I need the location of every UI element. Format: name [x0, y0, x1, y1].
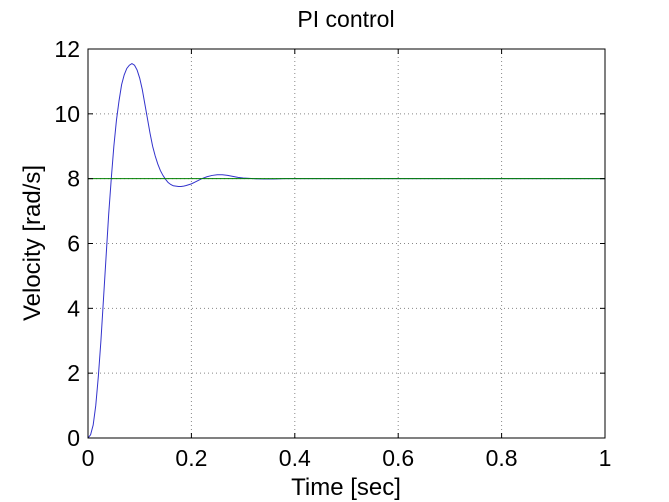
y-axis-label: Velocity [rad/s]	[19, 165, 46, 321]
y-tick-label: 10	[54, 101, 80, 127]
y-tick-label: 8	[67, 166, 80, 192]
y-tick-label: 0	[67, 425, 80, 451]
x-tick-label: 0.2	[175, 445, 207, 471]
grid	[88, 49, 605, 438]
chart-title: PI control	[297, 6, 394, 32]
series-layer	[87, 62, 605, 439]
x-tick-label: 0.4	[279, 445, 311, 471]
y-tick-label: 12	[54, 36, 80, 62]
x-tick-label: 0.8	[486, 445, 518, 471]
y-tick-label: 2	[67, 360, 80, 386]
y-tick-label: 6	[67, 231, 80, 257]
x-tick-label: 1	[599, 445, 612, 471]
plot-area	[88, 49, 605, 438]
x-axis-label: Time [sec]	[291, 474, 401, 501]
x-tick-label: 0.6	[382, 445, 414, 471]
x-tick-label: 0	[82, 445, 95, 471]
y-tick-label: 4	[67, 295, 80, 321]
